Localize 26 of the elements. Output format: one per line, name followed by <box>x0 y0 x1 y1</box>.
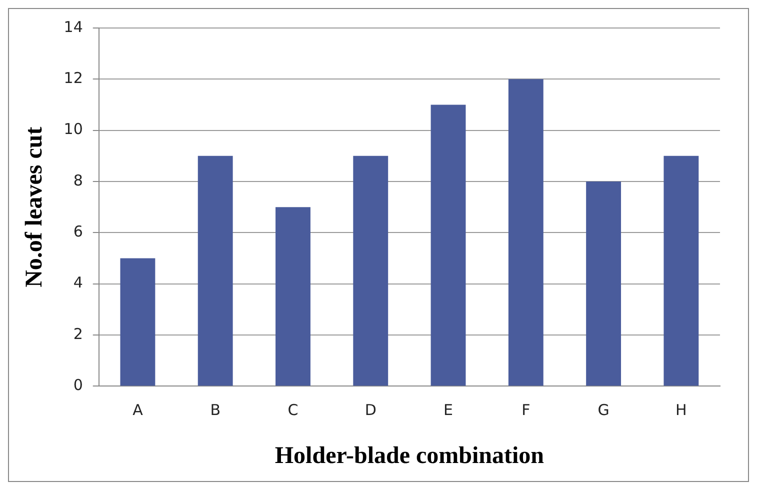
y-tick-label: 2 <box>73 324 83 343</box>
y-tick-label: 12 <box>64 69 83 88</box>
bar <box>508 79 544 386</box>
x-tick-label: F <box>522 401 530 420</box>
bar <box>664 156 699 386</box>
x-tick-label: E <box>444 401 454 420</box>
y-tick-label: 0 <box>73 376 83 394</box>
y-tick-label: 14 <box>64 18 83 36</box>
x-tick-label: G <box>598 401 610 420</box>
y-tick-label: 10 <box>64 120 83 138</box>
y-tick-label: 4 <box>73 274 83 292</box>
bar <box>198 156 233 386</box>
y-tick-label: 8 <box>73 171 83 190</box>
bar <box>430 104 466 386</box>
x-tick-label: B <box>210 401 220 420</box>
x-tick-label: D <box>364 401 376 420</box>
bar <box>276 207 310 386</box>
x-tick-label: H <box>676 401 687 420</box>
x-axis-title: Holder-blade combination <box>274 442 544 469</box>
y-axis-title: No.of leaves cut <box>22 126 48 288</box>
x-tick-label: A <box>132 401 144 420</box>
bar <box>586 182 622 386</box>
x-tick-label: C <box>288 401 298 420</box>
bar <box>120 258 156 386</box>
y-tick-label: 6 <box>73 222 83 241</box>
bar <box>353 156 388 386</box>
